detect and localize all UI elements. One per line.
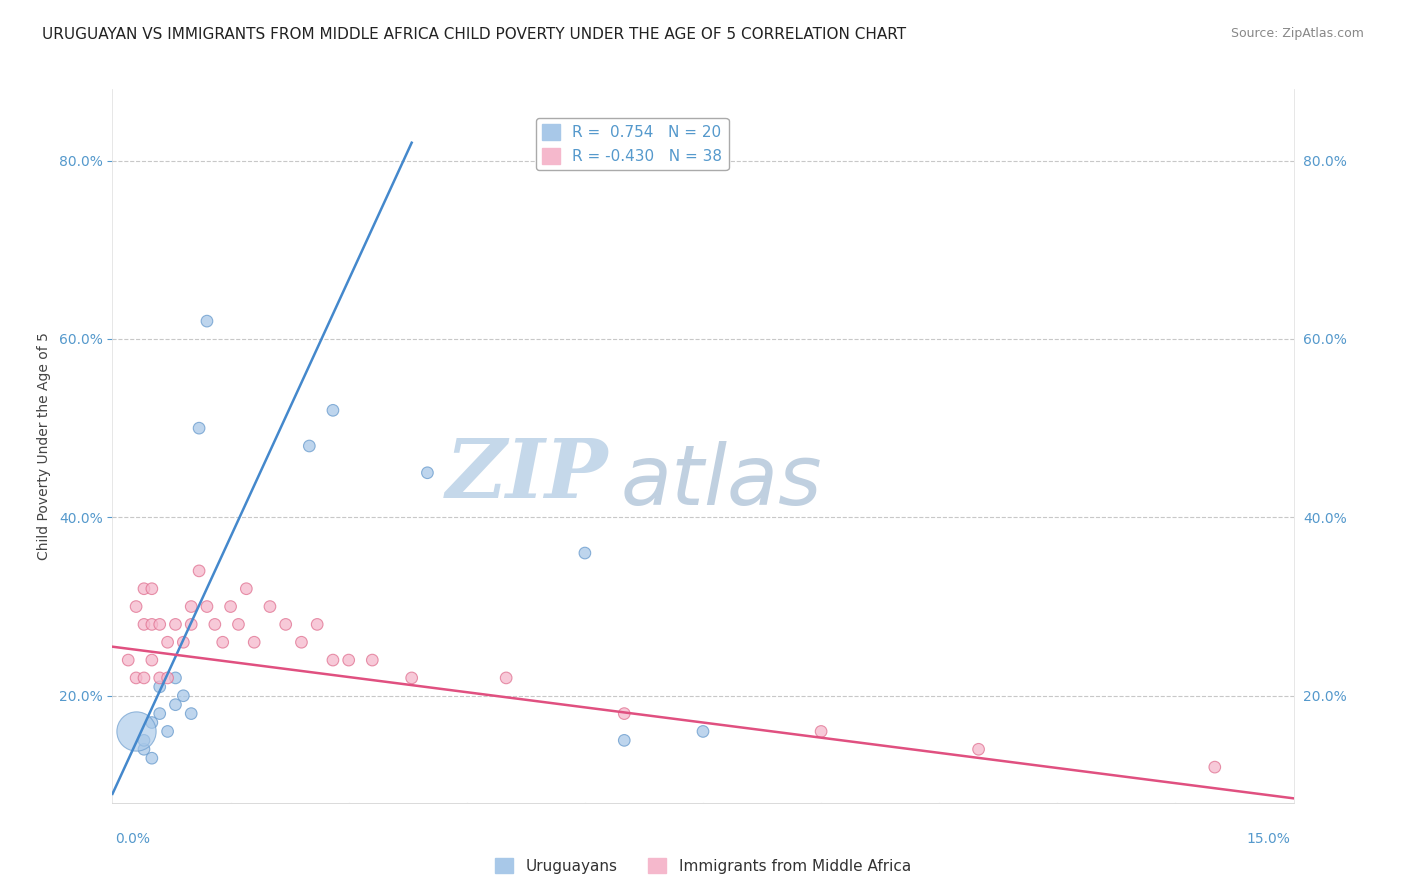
Point	[195, 599, 218, 614]
Point	[290, 635, 312, 649]
Point	[1204, 760, 1226, 774]
Point	[188, 564, 211, 578]
Legend: R =  0.754   N = 20, R = -0.430   N = 38: R = 0.754 N = 20, R = -0.430 N = 38	[536, 119, 728, 170]
Point	[243, 635, 266, 649]
Point	[172, 689, 194, 703]
Point	[574, 546, 596, 560]
Point	[141, 715, 163, 730]
Point	[967, 742, 990, 756]
Point	[188, 421, 211, 435]
Point	[692, 724, 714, 739]
Point	[132, 671, 155, 685]
Point	[211, 635, 233, 649]
Point	[495, 671, 517, 685]
Point	[416, 466, 439, 480]
Point	[125, 724, 148, 739]
Text: 15.0%: 15.0%	[1247, 832, 1291, 846]
Point	[180, 599, 202, 614]
Text: ZIP: ZIP	[446, 434, 609, 515]
Point	[337, 653, 360, 667]
Point	[141, 653, 163, 667]
Point	[401, 671, 423, 685]
Point	[361, 653, 384, 667]
Point	[219, 599, 242, 614]
Point	[613, 706, 636, 721]
Point	[322, 403, 344, 417]
Point	[141, 751, 163, 765]
Point	[180, 617, 202, 632]
Point	[195, 314, 218, 328]
Point	[156, 635, 179, 649]
Point	[132, 617, 155, 632]
Point	[180, 706, 202, 721]
Point	[156, 671, 179, 685]
Text: 0.0%: 0.0%	[115, 832, 150, 846]
Point	[125, 671, 148, 685]
Point	[165, 617, 187, 632]
Point	[141, 617, 163, 632]
Point	[156, 724, 179, 739]
Point	[117, 653, 139, 667]
Point	[125, 599, 148, 614]
Point	[259, 599, 281, 614]
Point	[307, 617, 329, 632]
Point	[165, 698, 187, 712]
Point	[149, 680, 172, 694]
Y-axis label: Child Poverty Under the Age of 5: Child Poverty Under the Age of 5	[37, 332, 51, 560]
Point	[274, 617, 297, 632]
Point	[322, 653, 344, 667]
Point	[235, 582, 257, 596]
Point	[165, 671, 187, 685]
Text: URUGUAYAN VS IMMIGRANTS FROM MIDDLE AFRICA CHILD POVERTY UNDER THE AGE OF 5 CORR: URUGUAYAN VS IMMIGRANTS FROM MIDDLE AFRI…	[42, 27, 907, 42]
Point	[204, 617, 226, 632]
Point	[132, 733, 155, 747]
Point	[132, 582, 155, 596]
Text: atlas: atlas	[620, 442, 823, 522]
Point	[141, 582, 163, 596]
Point	[228, 617, 250, 632]
Point	[172, 635, 194, 649]
Text: Source: ZipAtlas.com: Source: ZipAtlas.com	[1230, 27, 1364, 40]
Point	[298, 439, 321, 453]
Point	[810, 724, 832, 739]
Point	[149, 617, 172, 632]
Point	[149, 671, 172, 685]
Point	[149, 706, 172, 721]
Point	[613, 733, 636, 747]
Legend: Uruguayans, Immigrants from Middle Africa: Uruguayans, Immigrants from Middle Afric…	[489, 852, 917, 880]
Point	[132, 742, 155, 756]
